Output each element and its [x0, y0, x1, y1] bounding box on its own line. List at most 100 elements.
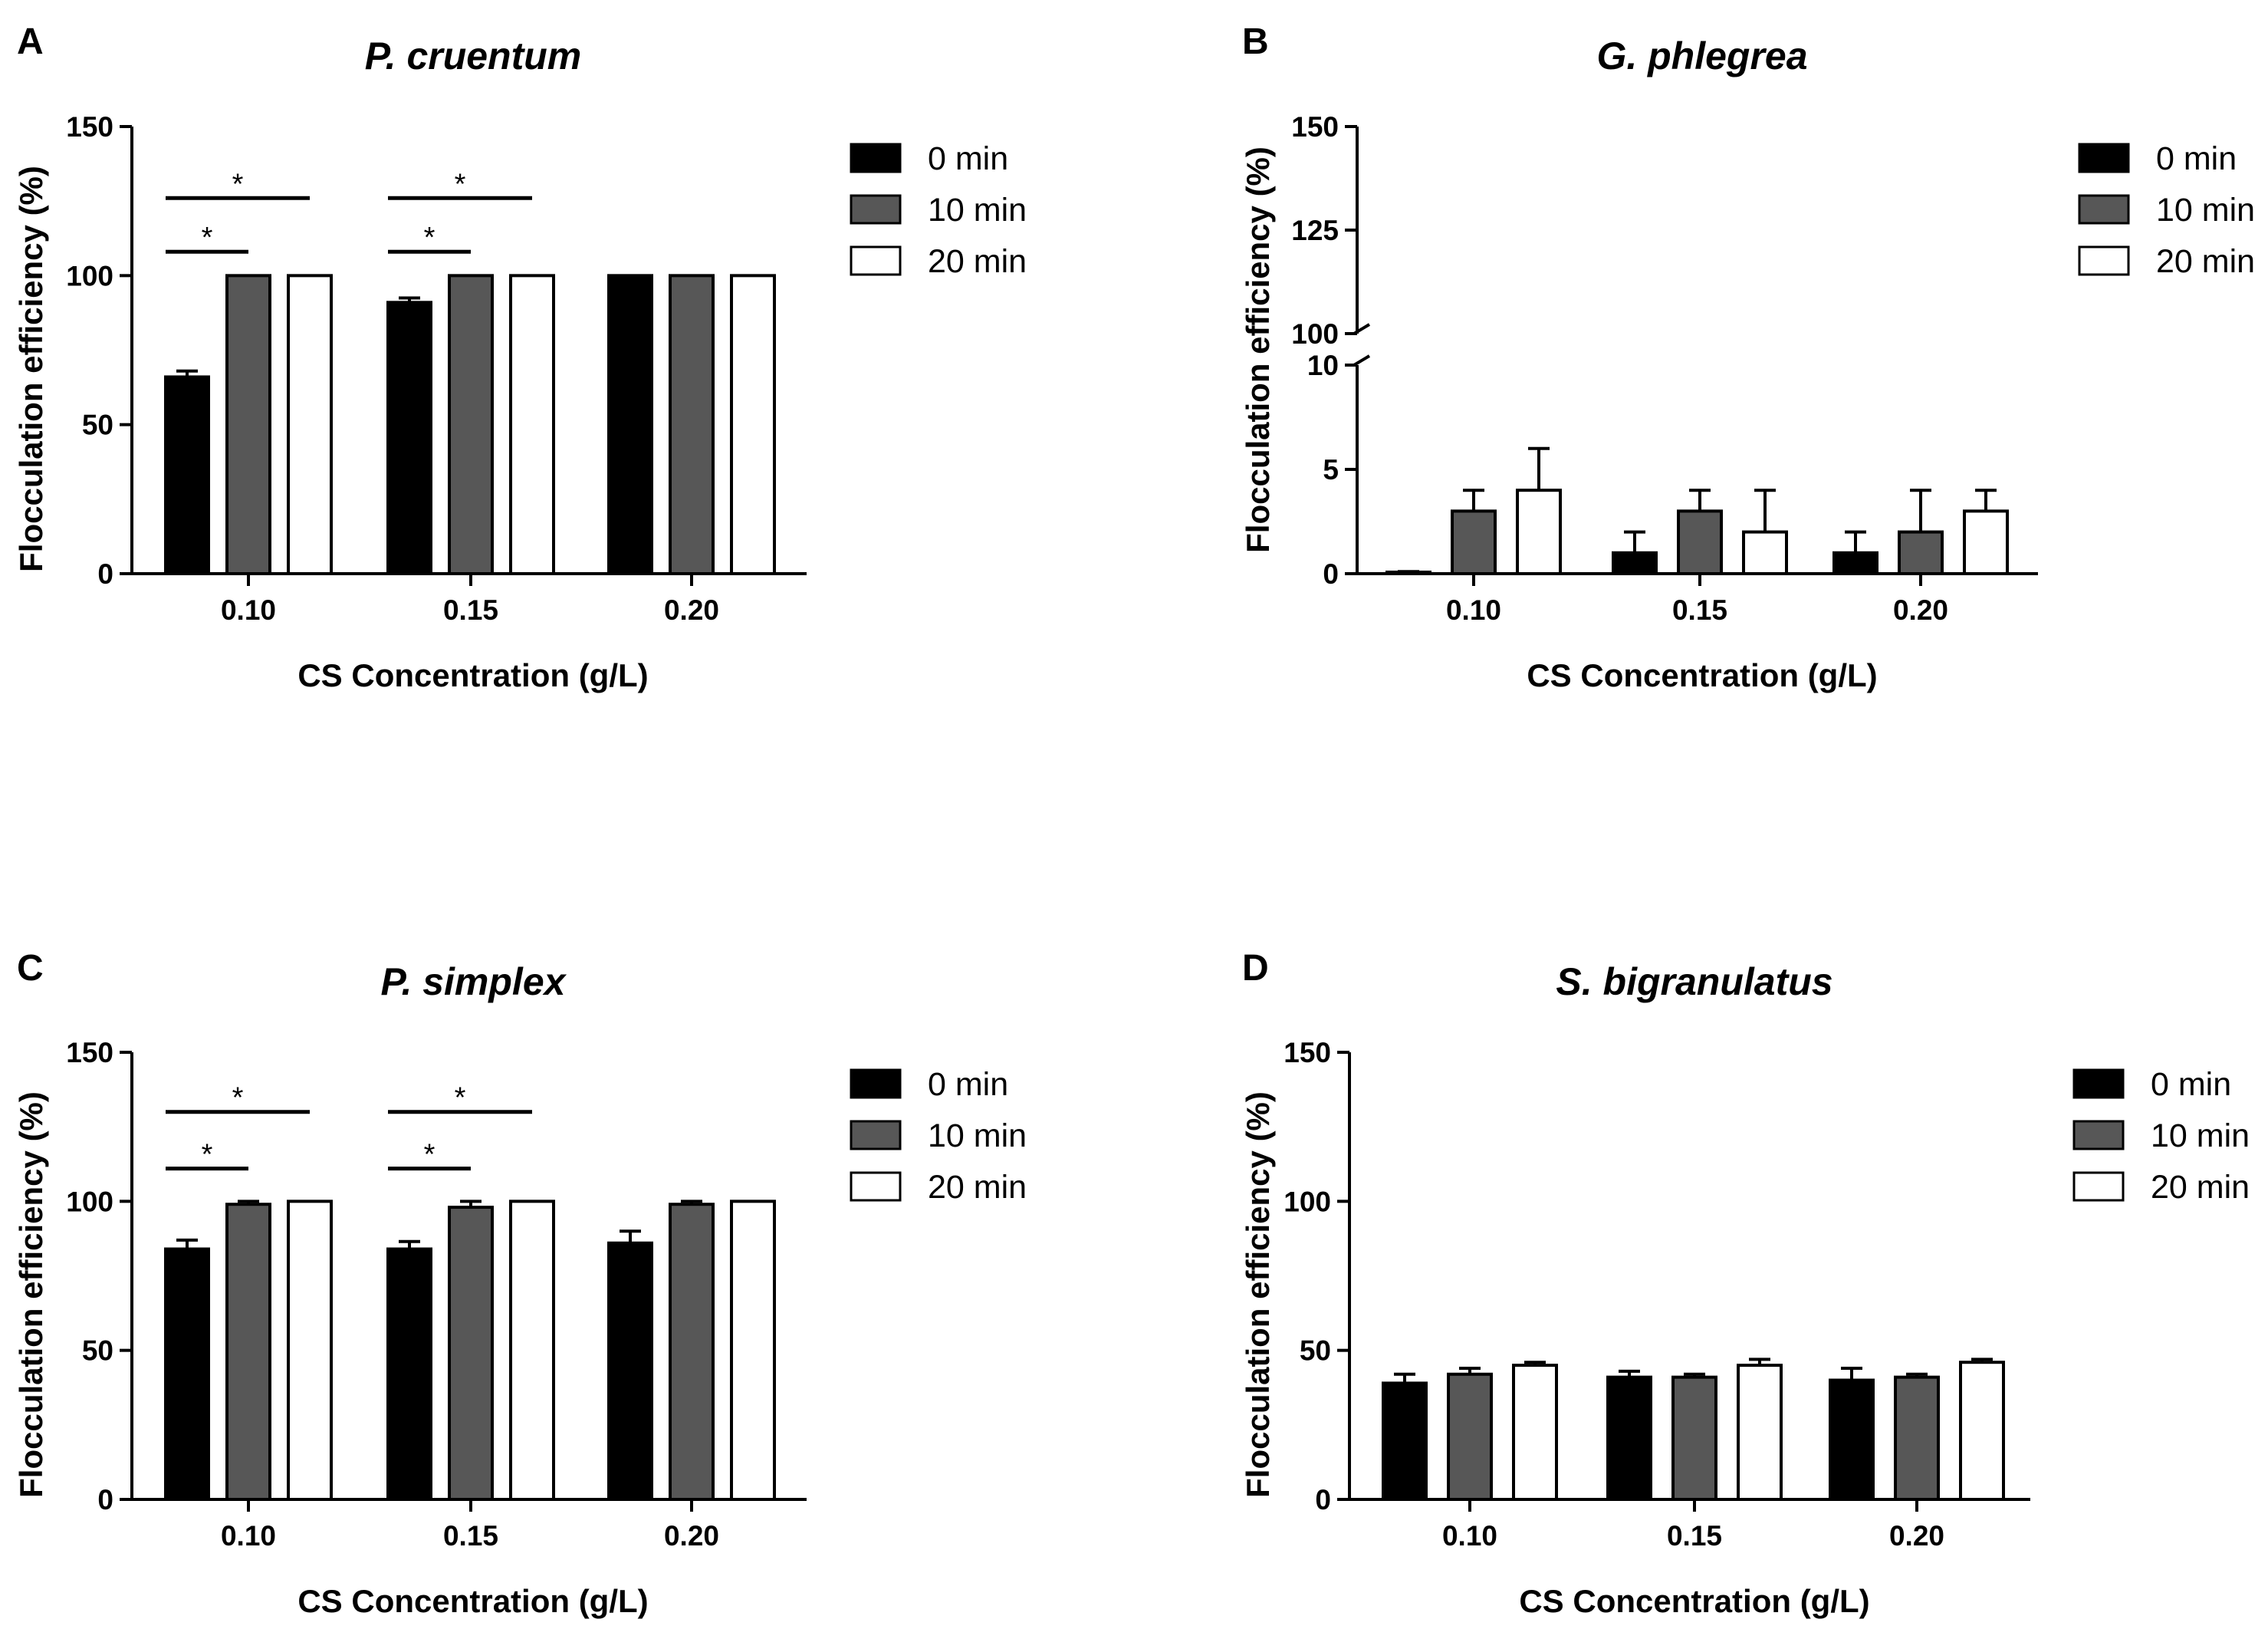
- legend-swatch-20-min: [2072, 1171, 2125, 1202]
- panel-d-y-tick-label-50: 50: [1300, 1335, 1331, 1367]
- panel-d-chart: D S. bigranulatus Flocculation efficienc…: [1240, 948, 2250, 1619]
- panel-b-y-tick-label-10: 10: [1307, 350, 1339, 381]
- legend-swatch-20-min: [2078, 245, 2130, 276]
- panel-a-x-tick-label-0.10: 0.10: [221, 594, 276, 626]
- panel-c-significance-star-2: *: [424, 1139, 436, 1171]
- legend-swatch-0-min: [850, 1068, 902, 1099]
- panel-b-x-tick-label-0.10: 0.10: [1446, 594, 1501, 626]
- legend-label-0-min: 0 min: [2156, 140, 2237, 177]
- panel-c-x-tick-label-0.15: 0.15: [443, 1520, 498, 1552]
- legend-label-20-min: 20 min: [928, 1169, 1027, 1206]
- panel-a-significance-star-2: *: [424, 222, 436, 254]
- panel-b-y-tick-label-100: 100: [1291, 318, 1339, 350]
- legend-label-0-min: 0 min: [2151, 1066, 2231, 1103]
- legend-swatch-10-min: [2078, 194, 2130, 225]
- panel-b-bar-20-min-0.20: [1963, 509, 2009, 576]
- panel-d-y-tick-label-0: 0: [1315, 1484, 1331, 1516]
- panel-c-x-axis-title: CS Concentration (g/L): [297, 1583, 648, 1619]
- panel-b-y-tick-label-125: 125: [1291, 215, 1339, 246]
- panel-d-bar-0-min-0.15: [1606, 1375, 1652, 1501]
- panel-c-y-tick-label-100: 100: [66, 1186, 113, 1217]
- panel-c-bar-10-min-0.20: [669, 1203, 715, 1501]
- panel-a-bar-10-min-0.20: [669, 274, 715, 575]
- panel-c-letter: C: [17, 948, 44, 989]
- panel-c-bar-10-min-0.15: [448, 1206, 494, 1502]
- panel-d-letter: D: [1242, 948, 1269, 989]
- panel-b-y-tick-label-0: 0: [1323, 558, 1339, 590]
- panel-a-y-tick-label-150: 150: [66, 111, 113, 143]
- panel-c-plot-area: 0 50 100 150 0.10 0.15 0.20 * * * *: [66, 1037, 807, 1552]
- panel-a-x-tick-label-0.20: 0.20: [664, 594, 719, 626]
- panel-a-bar-0-min-0.20: [607, 274, 653, 575]
- panel-c-significance-star-3: *: [455, 1082, 466, 1114]
- panel-b-y-tick-label-5: 5: [1323, 454, 1339, 485]
- panel-b-letter: B: [1242, 21, 1269, 62]
- panel-b-bar-0-min-0.20: [1832, 551, 1878, 575]
- panel-a-y-tick-label-50: 50: [82, 410, 113, 441]
- legend-swatch-0-min: [850, 143, 902, 173]
- panel-c-y-tick-label-150: 150: [66, 1037, 113, 1068]
- panel-d-title: S. bigranulatus: [1556, 960, 1832, 1003]
- panel-c-bar-20-min-0.10: [287, 1200, 333, 1502]
- legend-swatch-10-min: [850, 194, 902, 225]
- panel-c-bar-0-min-0.15: [386, 1247, 432, 1502]
- panel-d-x-tick-label-0.10: 0.10: [1442, 1520, 1497, 1552]
- panel-b-legend: 0 min 10 min 20 min: [2078, 140, 2255, 280]
- panel-c-y-tick-label-50: 50: [82, 1335, 113, 1367]
- legend-label-10-min: 10 min: [928, 1117, 1027, 1154]
- panel-c-bar-0-min-0.20: [607, 1241, 653, 1502]
- panel-c-bar-20-min-0.15: [509, 1200, 555, 1502]
- panel-b-bar-10-min-0.15: [1677, 509, 1723, 576]
- legend-label-0-min: 0 min: [928, 1066, 1008, 1103]
- panel-d-bar-0-min-0.10: [1382, 1381, 1428, 1502]
- panel-a-bar-20-min-0.15: [509, 274, 555, 575]
- panel-b-x-axis-title: CS Concentration (g/L): [1527, 657, 1877, 693]
- panel-a-legend: 0 min 10 min 20 min: [850, 140, 1027, 280]
- panel-a-bar-20-min-0.20: [730, 274, 776, 575]
- legend-swatch-20-min: [850, 245, 902, 276]
- panel-b-bar-10-min-0.20: [1898, 530, 1944, 575]
- panel-a-significance-star-3: *: [455, 168, 466, 200]
- panel-c-chart: C P. simplex Flocculation efficiency (%)…: [13, 948, 1027, 1619]
- panel-a-x-tick-label-0.15: 0.15: [443, 594, 498, 626]
- panel-d-x-axis-title: CS Concentration (g/L): [1519, 1583, 1869, 1619]
- panel-a-y-tick-label-0: 0: [97, 558, 113, 590]
- panel-b-y-tick-label-150: 150: [1291, 111, 1339, 143]
- panel-b-bar-20-min-0.15: [1742, 530, 1788, 575]
- panel-a-bar-20-min-0.10: [287, 274, 333, 575]
- panel-b-title: G. phlegrea: [1596, 35, 1807, 77]
- panel-c-legend: 0 min 10 min 20 min: [850, 1066, 1027, 1206]
- panel-a-y-tick-label-100: 100: [66, 260, 113, 291]
- panel-a-y-axis-title: Flocculation efficiency (%): [13, 166, 49, 572]
- panel-a-plot-area: 0 50 100 150 0.10 0.15 0.20 * * * *: [66, 111, 807, 626]
- panel-d-x-tick-label-0.20: 0.20: [1889, 1520, 1944, 1552]
- panel-a-significance-star-1: *: [232, 168, 244, 200]
- panel-c-bar-20-min-0.20: [730, 1200, 776, 1502]
- panel-d-x-tick-label-0.15: 0.15: [1667, 1520, 1722, 1552]
- panel-a-bar-0-min-0.15: [386, 301, 432, 575]
- legend-swatch-10-min: [850, 1120, 902, 1150]
- panel-b-bar-0-min-0.15: [1612, 551, 1658, 575]
- legend-label-10-min: 10 min: [928, 192, 1027, 229]
- panel-c-bar-10-min-0.10: [225, 1203, 271, 1501]
- panel-a-significance-star-0: *: [202, 222, 213, 254]
- panel-b-chart: B G. phlegrea Flocculation efficiency (%…: [1240, 21, 2255, 693]
- legend-label-10-min: 10 min: [2151, 1117, 2250, 1154]
- panel-a-chart: A P. cruentum Flocculation efficiency (%…: [13, 21, 1027, 693]
- panel-a-bar-10-min-0.10: [225, 274, 271, 575]
- panel-b-bar-20-min-0.10: [1516, 489, 1562, 576]
- legend-swatch-0-min: [2072, 1068, 2125, 1099]
- legend-swatch-0-min: [2078, 143, 2130, 173]
- panel-b-x-tick-label-0.20: 0.20: [1893, 594, 1948, 626]
- panel-c-significance-star-0: *: [202, 1139, 213, 1171]
- legend-swatch-10-min: [2072, 1120, 2125, 1150]
- legend-label-20-min: 20 min: [2156, 243, 2255, 280]
- panel-a-title: P. cruentum: [365, 35, 582, 77]
- panel-d-legend: 0 min 10 min 20 min: [2072, 1066, 2250, 1206]
- panel-d-bar-20-min-0.15: [1737, 1364, 1783, 1501]
- panel-c-y-axis-title: Flocculation efficiency (%): [13, 1091, 49, 1498]
- panel-c-x-tick-label-0.10: 0.10: [221, 1520, 276, 1552]
- panel-d-bar-20-min-0.20: [1959, 1361, 2005, 1502]
